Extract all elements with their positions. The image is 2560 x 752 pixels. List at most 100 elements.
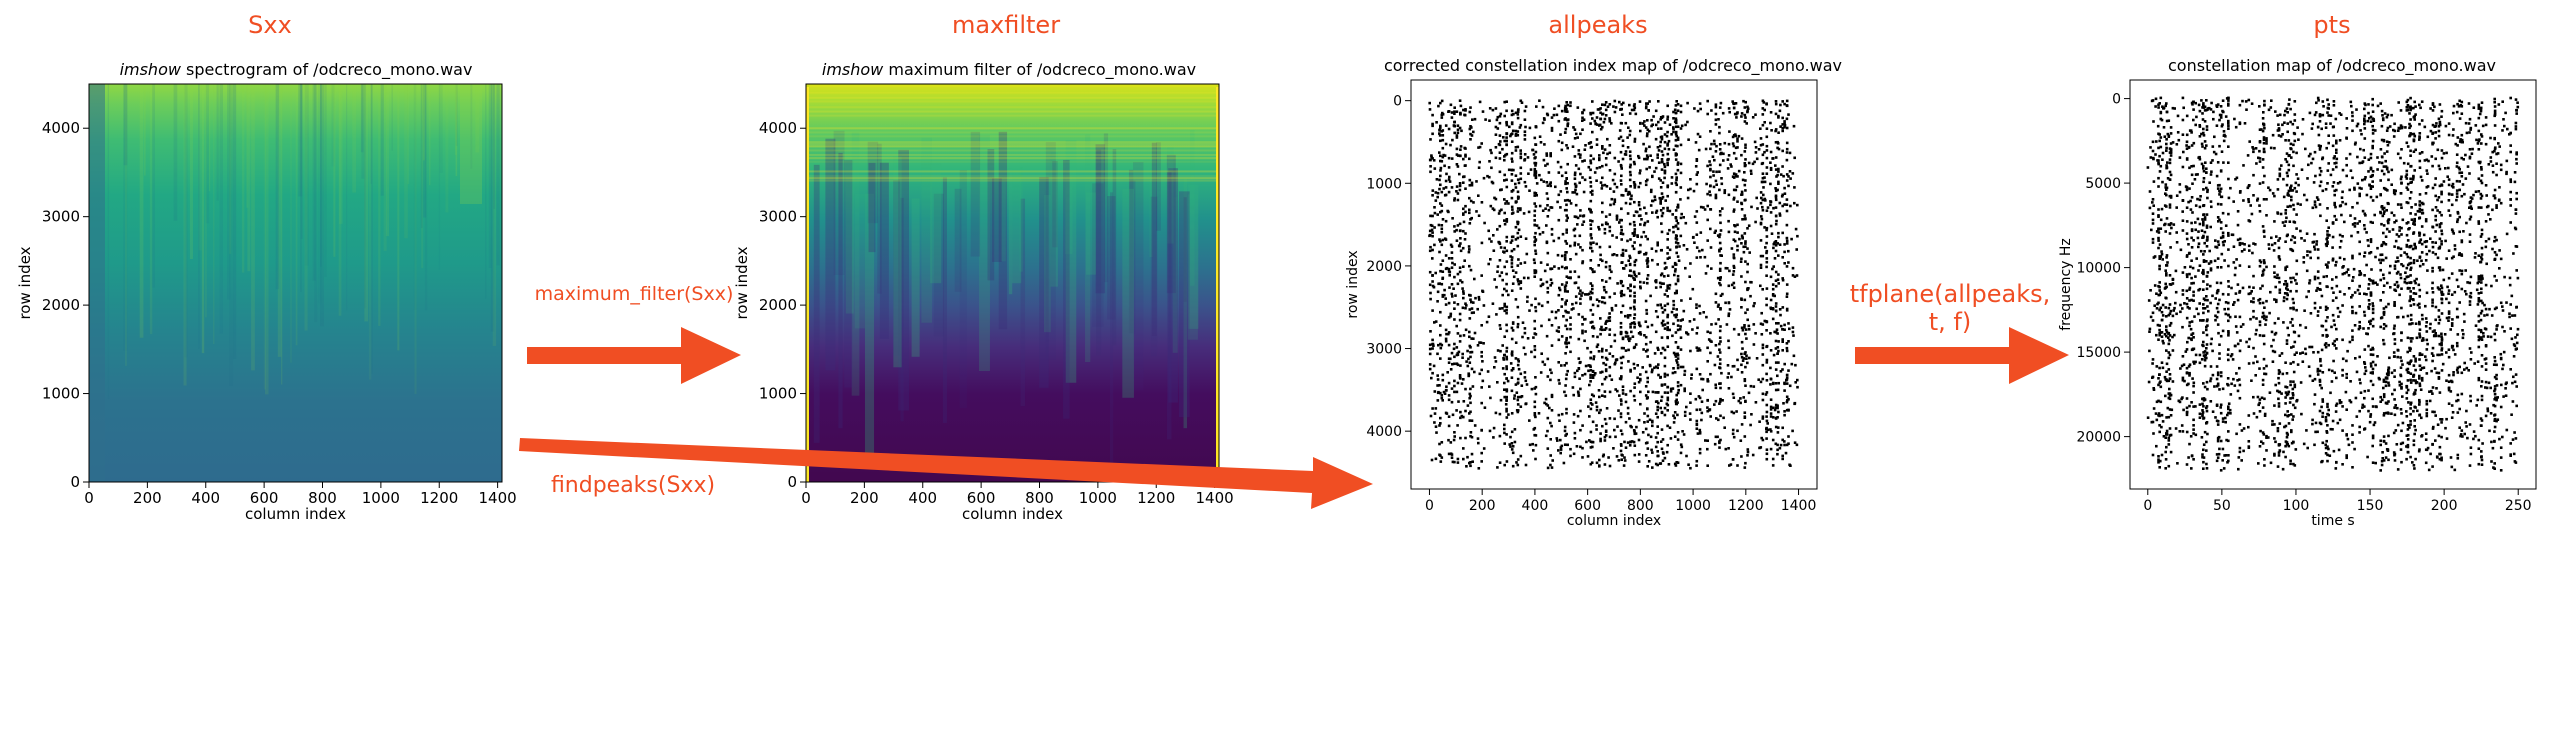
constellation-point <box>1573 371 1577 375</box>
constellation-point <box>1769 430 1773 433</box>
constellation-point <box>1478 100 1482 104</box>
constellation-point <box>1633 106 1637 109</box>
constellation-point <box>1581 128 1584 131</box>
constellation-point <box>1644 252 1648 256</box>
constellation-point <box>1623 153 1627 156</box>
constellation-point <box>1456 461 1460 464</box>
constellation-point <box>1779 324 1783 328</box>
constellation-point <box>1755 196 1758 200</box>
constellation-point <box>1706 406 1709 409</box>
constellation-point <box>2411 178 2415 181</box>
constellation-point <box>1761 288 1764 291</box>
texture-streak <box>300 84 303 240</box>
constellation-point <box>2411 461 2414 464</box>
constellation-point <box>1601 210 1604 214</box>
constellation-point <box>1732 188 1736 192</box>
constellation-point <box>1456 165 1460 168</box>
texture-streak <box>123 84 128 166</box>
constellation-point <box>2431 103 2435 106</box>
constellation-point <box>1505 121 1508 125</box>
texture-streak <box>423 84 425 161</box>
panel-title-rest: spectrogram of /odcreco_mono.wav <box>181 60 472 80</box>
constellation-point <box>1661 115 1665 118</box>
constellation-point <box>1533 332 1537 335</box>
constellation-point <box>1456 124 1460 127</box>
constellation-point <box>1436 378 1440 381</box>
constellation-point <box>1698 373 1702 376</box>
constellation-point <box>2208 181 2211 184</box>
constellation-point <box>2227 99 2230 102</box>
constellation-point <box>1774 198 1778 202</box>
constellation-point <box>1766 422 1769 425</box>
constellation-point <box>1549 181 1552 184</box>
constellation-point <box>1787 409 1790 412</box>
constellation-point <box>1709 331 1712 335</box>
constellation-point <box>1492 234 1495 237</box>
constellation-point <box>1511 211 1515 215</box>
constellation-point <box>1460 280 1464 284</box>
constellation-point <box>2188 374 2191 377</box>
constellation-point <box>1620 376 1623 379</box>
constellation-point <box>1436 399 1440 402</box>
constellation-point <box>1591 369 1595 373</box>
constellation-point <box>2456 398 2460 402</box>
constellation-point <box>1674 172 1678 176</box>
constellation-point <box>1633 326 1636 329</box>
constellation-point <box>2447 292 2450 295</box>
constellation-point <box>1651 258 1654 262</box>
constellation-point <box>1549 454 1552 457</box>
constellation-point <box>1785 443 1789 447</box>
constellation-point <box>1429 223 1433 227</box>
constellation-point <box>2160 335 2164 338</box>
constellation-point <box>1510 249 1514 253</box>
constellation-point <box>1457 400 1460 403</box>
constellation-point <box>2477 328 2481 332</box>
constellation-point <box>2477 335 2481 338</box>
constellation-point <box>1431 280 1434 283</box>
constellation-point <box>2462 230 2465 233</box>
constellation-point <box>1503 442 1506 445</box>
constellation-point <box>2316 286 2319 290</box>
constellation-point <box>1601 394 1604 397</box>
constellation-point <box>1650 323 1654 327</box>
constellation-point <box>2314 205 2318 209</box>
constellation-point <box>1468 264 1471 268</box>
constellation-point <box>1731 392 1735 396</box>
constellation-point <box>2386 113 2390 117</box>
constellation-point <box>1619 326 1623 329</box>
constellation-point <box>1630 330 1633 334</box>
constellation-point <box>1667 147 1671 151</box>
constellation-point <box>1734 146 1738 150</box>
constellation-point <box>1550 129 1554 132</box>
constellation-point <box>1719 276 1722 279</box>
constellation-point <box>1579 172 1582 176</box>
texture-band <box>1128 169 1134 333</box>
constellation-point <box>1456 198 1460 202</box>
texture-streak <box>251 84 255 371</box>
constellation-point <box>2168 170 2172 174</box>
constellation-point <box>1598 411 1601 415</box>
constellation-point <box>1657 120 1660 124</box>
constellation-point <box>1481 110 1485 113</box>
constellation-point <box>1528 443 1532 447</box>
constellation-point <box>1480 401 1483 405</box>
constellation-point <box>2477 378 2481 382</box>
constellation-point <box>2182 106 2185 110</box>
constellation-point <box>2202 220 2205 224</box>
constellation-point <box>1498 259 1502 262</box>
constellation-point <box>1657 161 1661 164</box>
constellation-point <box>2331 246 2334 249</box>
constellation-point <box>2420 416 2423 420</box>
constellation-point <box>1789 204 1792 208</box>
constellation-point <box>1639 286 1642 290</box>
texture-band <box>1085 134 1091 363</box>
constellation-point <box>1550 393 1554 397</box>
constellation-point <box>1743 352 1746 356</box>
constellation-point <box>1672 117 1675 120</box>
constellation-point <box>1557 413 1561 417</box>
constellation-point <box>1703 208 1707 211</box>
constellation-point <box>2221 329 2225 333</box>
constellation-point <box>1469 294 1472 297</box>
constellation-point <box>1560 364 1563 367</box>
texture-band <box>893 156 902 368</box>
